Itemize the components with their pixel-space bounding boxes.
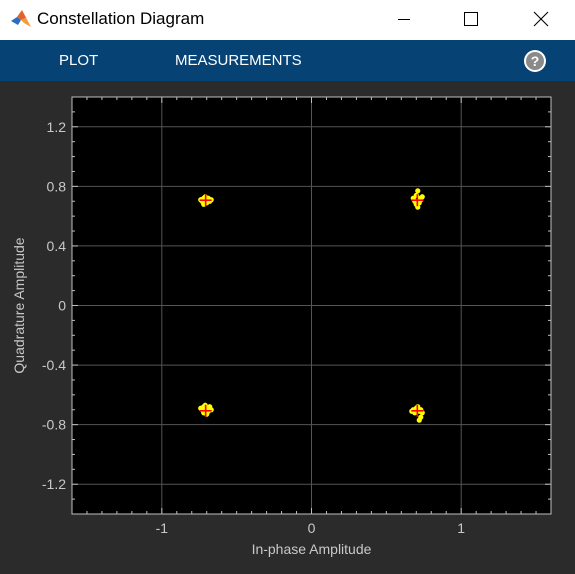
close-icon <box>533 11 549 27</box>
received-point <box>415 188 421 194</box>
x-tick-label: -1 <box>156 520 169 536</box>
reference-marker <box>411 404 424 417</box>
minimize-icon <box>398 19 410 20</box>
tab-plot[interactable]: PLOT <box>59 52 99 69</box>
y-axis-label: Quadrature Amplitude <box>11 237 27 373</box>
received-point <box>416 417 422 423</box>
x-tick-label: 0 <box>308 520 316 536</box>
minimize-button[interactable] <box>381 0 427 38</box>
svg-text:?: ? <box>531 53 540 69</box>
maximize-icon <box>464 12 478 26</box>
close-button[interactable] <box>518 0 564 38</box>
toolstrip: PLOT MEASUREMENTS <box>0 40 575 81</box>
y-tick-label: -0.8 <box>42 417 66 433</box>
reference-marker <box>411 194 424 207</box>
y-tick-label: 0 <box>58 298 66 314</box>
y-tick-label: -1.2 <box>42 476 66 492</box>
grid-lines <box>72 97 551 514</box>
window-title: Constellation Diagram <box>37 9 205 28</box>
tab-measurements[interactable]: MEASUREMENTS <box>175 52 302 69</box>
x-tick-labels: -1 0 1 <box>156 520 466 536</box>
title-bar: Constellation Diagram <box>0 0 575 40</box>
constellation-chart: 1.2 0.8 0.4 0 -0.4 -0.8 -1.2 -1 0 1 In-phase Amp… <box>11 96 552 557</box>
reference-marker <box>199 404 212 417</box>
help-icon[interactable]: ? <box>523 49 547 73</box>
y-tick-label: -0.4 <box>42 357 66 373</box>
plot-area: 1.2 0.8 0.4 0 -0.4 -0.8 -1.2 -1 0 1 In-phase Amp… <box>0 81 575 569</box>
reference-marker <box>199 194 212 207</box>
y-tick-label: 0.4 <box>47 238 67 254</box>
received-point <box>415 204 421 210</box>
x-axis-label: In-phase Amplitude <box>252 541 372 557</box>
y-tick-labels: 1.2 0.8 0.4 0 -0.4 -0.8 -1.2 <box>42 119 66 492</box>
matlab-logo-icon <box>11 10 31 27</box>
maximize-button[interactable] <box>448 0 494 38</box>
y-tick-label: 1.2 <box>47 119 67 135</box>
y-tick-label: 0.8 <box>47 178 67 194</box>
tick-marks <box>72 97 551 514</box>
received-point <box>419 194 425 200</box>
reference-constellation <box>199 194 424 417</box>
x-tick-label: 1 <box>457 520 465 536</box>
